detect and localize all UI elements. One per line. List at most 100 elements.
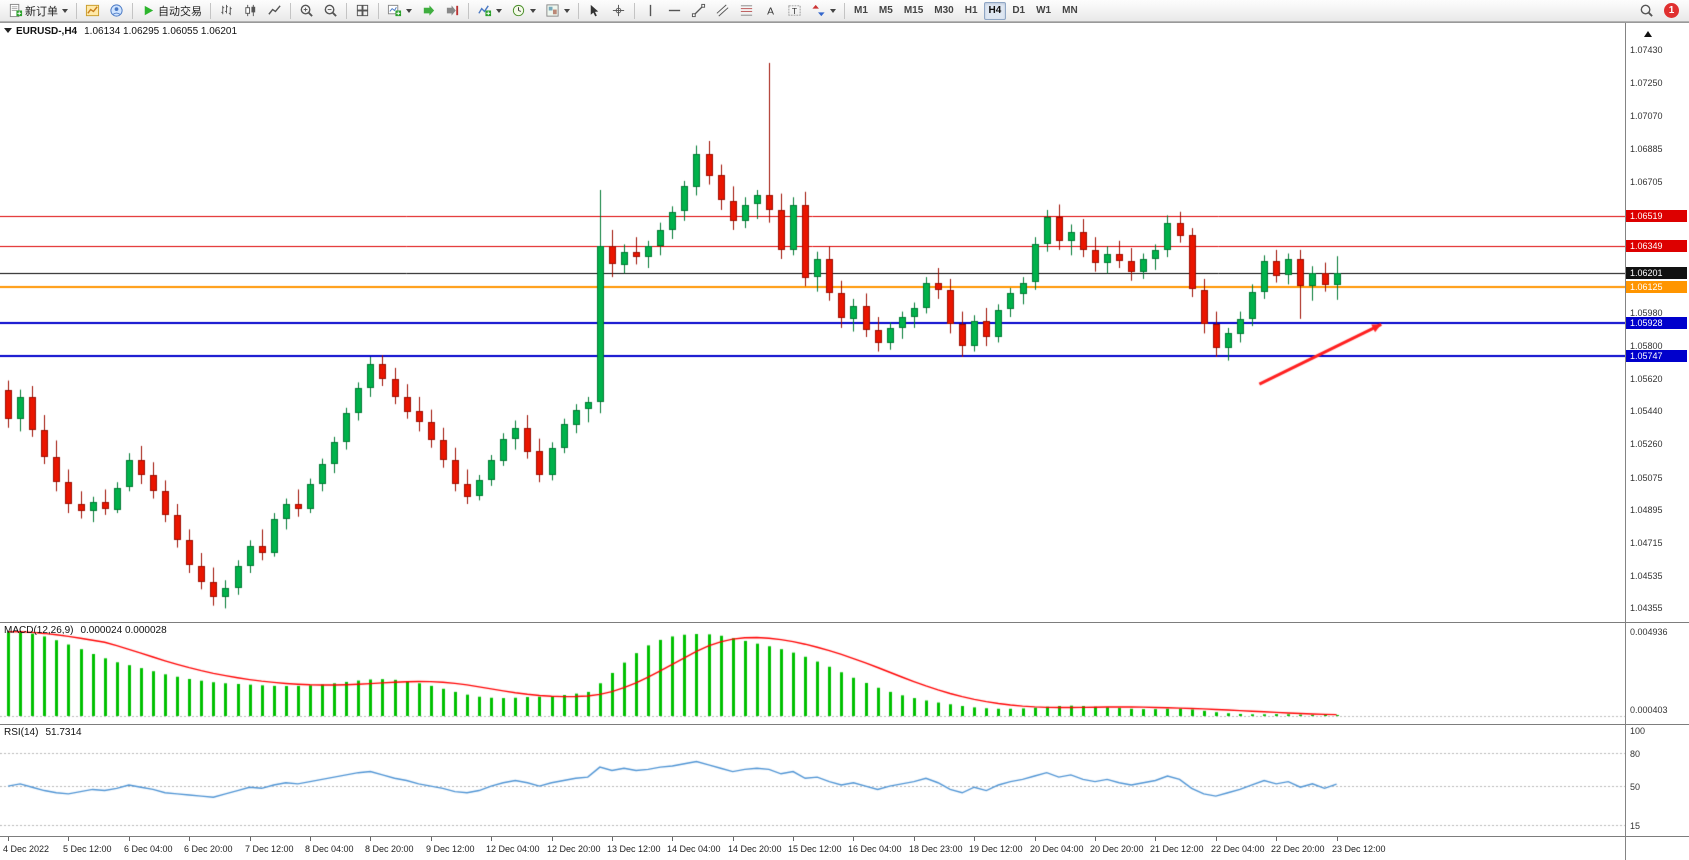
zoom-in-button[interactable]	[295, 1, 318, 21]
macd-scale-max-label: 0.004936	[1630, 627, 1668, 637]
line-chart-button[interactable]	[263, 1, 286, 21]
periods-button[interactable]	[507, 1, 540, 21]
price-level-badge: 1.05928	[1626, 316, 1687, 329]
tile-windows-button[interactable]	[351, 1, 374, 21]
timeframe-m5-button[interactable]: M5	[878, 5, 893, 16]
svg-text:A: A	[767, 6, 774, 17]
price-scale-label: 1.05620	[1630, 373, 1663, 384]
arrows-button[interactable]	[807, 1, 840, 21]
rsi-name-label: RSI(14)	[4, 727, 39, 738]
profile-icon	[109, 3, 124, 18]
macd-canvas[interactable]	[0, 623, 1625, 724]
price-scale-label: 1.07070	[1630, 110, 1663, 121]
timeframe-m15-button[interactable]: M15	[903, 5, 924, 16]
vertical-line-button[interactable]	[639, 1, 662, 21]
rsi-scale-axis[interactable]: 100 80 50 15	[1625, 724, 1689, 836]
fibonacci-button[interactable]	[735, 1, 758, 21]
toolbar-separator	[210, 2, 211, 19]
time-axis-label: 6 Dec 04:00	[124, 844, 173, 854]
notification-badge[interactable]: 1	[1664, 3, 1679, 18]
bar-chart-button[interactable]	[215, 1, 238, 21]
indicators-button[interactable]	[473, 1, 506, 21]
rsi-label: RSI(14) 51.7314	[4, 727, 82, 738]
crosshair-button[interactable]	[607, 1, 630, 21]
time-axis-tick	[733, 837, 734, 841]
price-scale-label: 1.07430	[1630, 45, 1663, 56]
price-level-badge: 1.06201	[1626, 267, 1687, 280]
search-button[interactable]	[1635, 1, 1658, 21]
hline-icon	[667, 3, 682, 18]
auto-trading-button[interactable]: 自动交易	[137, 1, 206, 21]
toolbar-right: 1	[1635, 1, 1685, 21]
time-axis-tick	[1216, 837, 1217, 841]
time-axis-label: 20 Dec 20:00	[1090, 844, 1144, 854]
toolbar-separator	[346, 2, 347, 19]
time-axis-tick	[1155, 837, 1156, 841]
template-icon	[545, 3, 560, 18]
trendline-button[interactable]	[687, 1, 710, 21]
macd-name-label: MACD(12,26,9)	[4, 625, 74, 636]
timeframe-m1-button[interactable]: M1	[854, 5, 868, 16]
time-axis-tick	[370, 837, 371, 841]
price-scale-label: 1.07250	[1630, 77, 1663, 88]
price-scale-label: 1.05075	[1630, 472, 1663, 483]
time-axis-label: 12 Dec 04:00	[486, 844, 540, 854]
toolbar-separator	[378, 2, 379, 19]
time-axis-tick	[974, 837, 975, 841]
price-scale-label: 1.05800	[1630, 341, 1663, 352]
rsi-value-label: 51.7314	[45, 727, 82, 738]
time-axis-label: 22 Dec 20:00	[1271, 844, 1325, 854]
timeframe-h4-button[interactable]: H4	[983, 1, 1007, 20]
timeframe-m30-button[interactable]: M30	[934, 5, 954, 16]
charts-button[interactable]	[81, 1, 104, 21]
time-axis-tick	[310, 837, 311, 841]
macd-scale-axis[interactable]: 0.004936 0.000403	[1625, 622, 1689, 724]
timeframe-w1-button[interactable]: W1	[1036, 5, 1052, 16]
toolbar-separator	[844, 2, 845, 19]
time-axis-tick	[68, 837, 69, 841]
cursor-button[interactable]	[583, 1, 606, 21]
time-axis-label: 16 Dec 04:00	[848, 844, 902, 854]
auto-scroll-button[interactable]	[417, 1, 440, 21]
time-axis-tick	[853, 837, 854, 841]
search-icon	[1639, 3, 1654, 18]
svg-text:T: T	[792, 6, 797, 16]
time-axis-label: 8 Dec 04:00	[305, 844, 354, 854]
time-axis[interactable]: 4 Dec 2022 5 Dec 12:00 6 Dec 04:00 6 Dec 20…	[0, 836, 1625, 860]
timeframe-d1-button[interactable]: D1	[1012, 5, 1026, 16]
channel-icon	[715, 3, 730, 18]
new-order-button-label: 新订单	[25, 5, 58, 18]
macd-label: MACD(12,26,9) 0.000024 0.000028	[4, 625, 167, 636]
text-button[interactable]: A	[759, 1, 782, 21]
chart-title: EURUSD-,H4 1.06134 1.06295 1.06055 1.062…	[16, 26, 237, 37]
price-level-badge: 1.06125	[1626, 281, 1687, 294]
time-axis-label: 19 Dec 12:00	[969, 844, 1023, 854]
price-scale-axis[interactable]: 1.07430 1.07250 1.07070 1.06885 1.06705 1.059…	[1625, 23, 1689, 622]
new-chart-button[interactable]	[383, 1, 416, 21]
timeframe-mn-button[interactable]: MN	[1062, 5, 1078, 16]
time-axis-tick	[129, 837, 130, 841]
zoom-out-button[interactable]	[319, 1, 342, 21]
time-axis-tick	[1276, 837, 1277, 841]
trend-icon	[691, 3, 706, 18]
chart-window: EURUSD-,H4 1.06134 1.06295 1.06055 1.062…	[0, 22, 1689, 860]
new-order-button[interactable]: 新订单	[4, 1, 72, 21]
profiles-button[interactable]	[105, 1, 128, 21]
horizontal-line-button[interactable]	[663, 1, 686, 21]
text-label-button[interactable]: T	[783, 1, 806, 21]
bars-icon	[219, 3, 234, 18]
channel-button[interactable]	[711, 1, 734, 21]
time-axis-tick	[8, 837, 9, 841]
toolbar: 新订单 自动交易 A T M1 M5 M15 M30 H1 H4 D1 W1 MN 1	[0, 0, 1689, 22]
toolbar-separator	[578, 2, 579, 19]
price-scale-label: 1.04535	[1630, 570, 1663, 581]
time-axis-tick	[914, 837, 915, 841]
chart-shift-button[interactable]	[441, 1, 464, 21]
price-scale-label: 1.04895	[1630, 505, 1663, 516]
price-chart-canvas[interactable]	[0, 23, 1625, 622]
timeframe-h1-button[interactable]: H1	[964, 5, 978, 16]
rsi-canvas[interactable]	[0, 725, 1625, 836]
collapse-chart-icon[interactable]	[4, 28, 12, 33]
candlestick-chart-button[interactable]	[239, 1, 262, 21]
templates-button[interactable]	[541, 1, 574, 21]
